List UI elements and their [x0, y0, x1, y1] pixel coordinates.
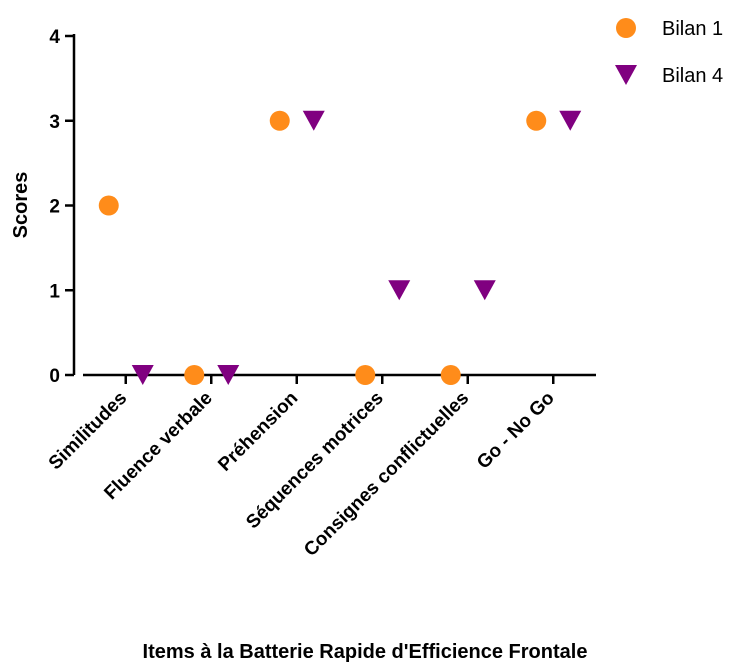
legend-label: Bilan 4 — [662, 65, 723, 87]
x-tick-label: Préhension — [214, 388, 302, 476]
point-bilan-1 — [98, 195, 119, 216]
point-bilan-4 — [302, 110, 325, 131]
point-bilan-4 — [559, 110, 582, 131]
data-points — [98, 110, 582, 385]
point-bilan-4 — [388, 280, 411, 301]
y-tick-label: 4 — [49, 27, 60, 48]
axes — [72, 34, 596, 377]
point-bilan-1 — [184, 365, 205, 385]
y-tick-label: 0 — [49, 366, 60, 387]
legend: Bilan 1 Bilan 4 — [615, 18, 723, 87]
y-tick-label: 1 — [49, 281, 60, 302]
legend-marker-bilan-4 — [615, 65, 637, 85]
point-bilan-1 — [440, 365, 461, 385]
point-bilan-4 — [131, 365, 154, 385]
point-bilan-1 — [355, 365, 376, 385]
x-tick-label: Consignes conflictuelles — [300, 388, 473, 561]
legend-label: Bilan 1 — [662, 18, 723, 40]
point-bilan-1 — [526, 110, 547, 131]
x-axis-title: Items à la Batterie Rapide d'Efficience … — [143, 641, 588, 663]
y-tick-label: 2 — [49, 197, 60, 218]
y-tick-label: 3 — [49, 112, 60, 133]
point-bilan-4 — [473, 280, 496, 301]
x-tick-label: Séquences motrices — [242, 388, 388, 534]
legend-marker-bilan-1 — [616, 18, 636, 38]
x-tick-label: Similitudes — [45, 388, 132, 475]
x-tick-label: Go - No Go — [473, 388, 559, 474]
y-ticks: 0 1 2 3 4 — [49, 27, 74, 387]
point-bilan-1 — [269, 110, 290, 131]
y-axis-title: Scores — [10, 172, 32, 239]
point-bilan-4 — [217, 365, 240, 385]
